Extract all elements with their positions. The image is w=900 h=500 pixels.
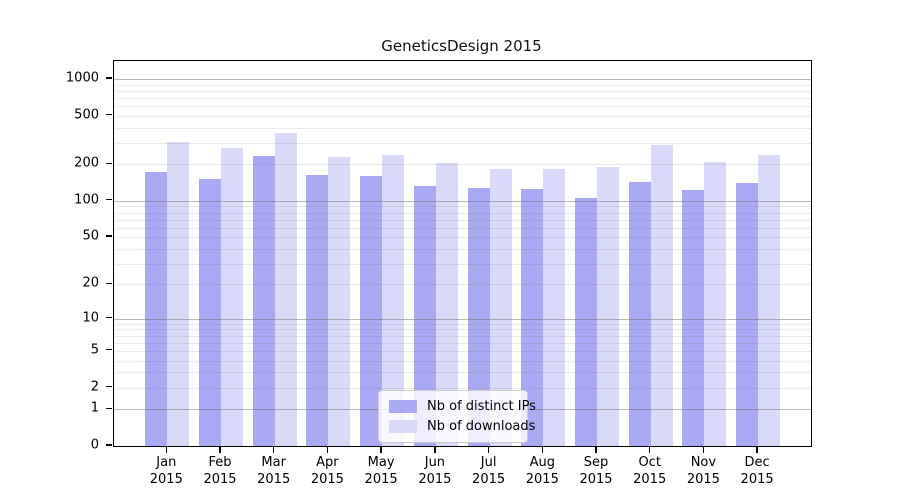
- x-tick-label-jul: Jul 2015: [472, 455, 506, 487]
- legend-label-distinct-ips: Nb of distinct IPs: [427, 398, 536, 414]
- bar-nb-of-distinct-ips-apr: [306, 174, 329, 446]
- y-tick-mark: [106, 199, 112, 201]
- x-tick-mark: [487, 446, 490, 453]
- y-tick-label-500: 500: [74, 107, 99, 123]
- bar-nb-of-distinct-ips-feb: [199, 179, 221, 446]
- legend-swatch-distinct-ips: [389, 399, 417, 413]
- bar-nb-of-downloads-mar: [274, 133, 297, 446]
- bar-nb-of-downloads-sep: [597, 167, 619, 446]
- bar-nb-of-distinct-ips-may: [360, 176, 383, 446]
- x-tick-mark: [595, 446, 597, 453]
- bar-nb-of-downloads-nov: [704, 161, 727, 446]
- y-tick-label-1: 1: [90, 400, 99, 416]
- chart-title: GeneticsDesign 2015: [381, 37, 542, 55]
- plot-area: [113, 60, 812, 447]
- x-tick-label-jun: Jun 2015: [418, 455, 452, 487]
- y-tick-label-2: 2: [90, 379, 99, 395]
- y-tick-mark: [106, 349, 112, 351]
- x-tick-mark: [541, 446, 543, 453]
- y-tick-mark: [106, 235, 112, 237]
- x-tick-mark: [434, 446, 436, 453]
- bar-nb-of-downloads-jun: [435, 162, 458, 446]
- x-tick-mark: [649, 446, 651, 453]
- y-tick-label-50: 50: [82, 228, 99, 244]
- x-tick-label-aug: Aug 2015: [525, 455, 559, 487]
- x-tick-label-mar: Mar 2015: [257, 455, 291, 487]
- legend-swatch-downloads: [389, 419, 417, 433]
- bar-nb-of-downloads-feb: [221, 147, 243, 446]
- bar-nb-of-downloads-dec: [758, 155, 781, 446]
- y-tick-label-5: 5: [90, 342, 99, 358]
- bar-nb-of-distinct-ips-jun: [413, 186, 436, 446]
- bars-layer: [114, 61, 811, 446]
- legend-item-downloads: Nb of downloads: [389, 416, 535, 436]
- bar-nb-of-distinct-ips-sep: [575, 197, 597, 446]
- bar-nb-of-downloads-may: [382, 154, 405, 446]
- bar-nb-of-downloads-aug: [543, 168, 566, 446]
- x-tick-mark: [273, 446, 275, 453]
- bar-nb-of-downloads-jan: [167, 141, 190, 446]
- y-tick-label-10: 10: [82, 310, 99, 326]
- x-tick-label-apr: Apr 2015: [310, 455, 344, 487]
- x-tick-label-oct: Oct 2015: [633, 455, 667, 487]
- y-tick-label-20: 20: [82, 275, 99, 291]
- x-tick-label-jan: Jan 2015: [149, 455, 183, 487]
- bar-nb-of-distinct-ips-mar: [252, 156, 275, 446]
- x-tick-label-nov: Nov 2015: [686, 455, 720, 487]
- bar-nb-of-distinct-ips-dec: [736, 182, 759, 446]
- x-tick-mark: [219, 446, 221, 453]
- y-tick-mark: [106, 316, 112, 319]
- bar-nb-of-distinct-ips-oct: [628, 182, 651, 446]
- x-tick-label-may: May 2015: [364, 455, 398, 487]
- y-tick-mark: [106, 407, 112, 409]
- bar-nb-of-downloads-apr: [328, 157, 351, 446]
- bar-nb-of-distinct-ips-nov: [682, 190, 705, 446]
- y-tick-label-200: 200: [74, 155, 99, 171]
- x-tick-label-sep: Sep 2015: [579, 455, 613, 487]
- x-tick-mark: [756, 446, 758, 453]
- x-tick-label-dec: Dec 2015: [740, 455, 774, 487]
- bar-nb-of-downloads-jul: [489, 168, 512, 446]
- legend: Nb of distinct IPs Nb of downloads: [378, 390, 536, 443]
- x-tick-mark: [326, 446, 329, 453]
- legend-item-distinct-ips: Nb of distinct IPs: [389, 396, 536, 416]
- bar-nb-of-distinct-ips-jan: [145, 171, 168, 446]
- y-tick-mark: [106, 77, 112, 79]
- y-tick-label-100: 100: [74, 192, 99, 208]
- y-tick-mark: [106, 282, 112, 284]
- y-tick-label-0: 0: [90, 437, 99, 453]
- y-tick-mark: [106, 444, 112, 446]
- y-tick-mark: [106, 162, 112, 164]
- x-tick-mark: [702, 446, 705, 453]
- bar-nb-of-distinct-ips-jul: [467, 188, 490, 446]
- legend-label-downloads: Nb of downloads: [427, 418, 536, 434]
- x-tick-mark: [165, 446, 167, 453]
- x-tick-label-feb: Feb 2015: [203, 455, 237, 487]
- bar-nb-of-downloads-oct: [650, 145, 673, 446]
- y-tick-label-1000: 1000: [65, 70, 99, 86]
- y-tick-mark: [106, 114, 112, 116]
- bar-nb-of-distinct-ips-aug: [521, 189, 544, 446]
- y-tick-mark: [106, 385, 112, 388]
- x-tick-mark: [380, 446, 382, 453]
